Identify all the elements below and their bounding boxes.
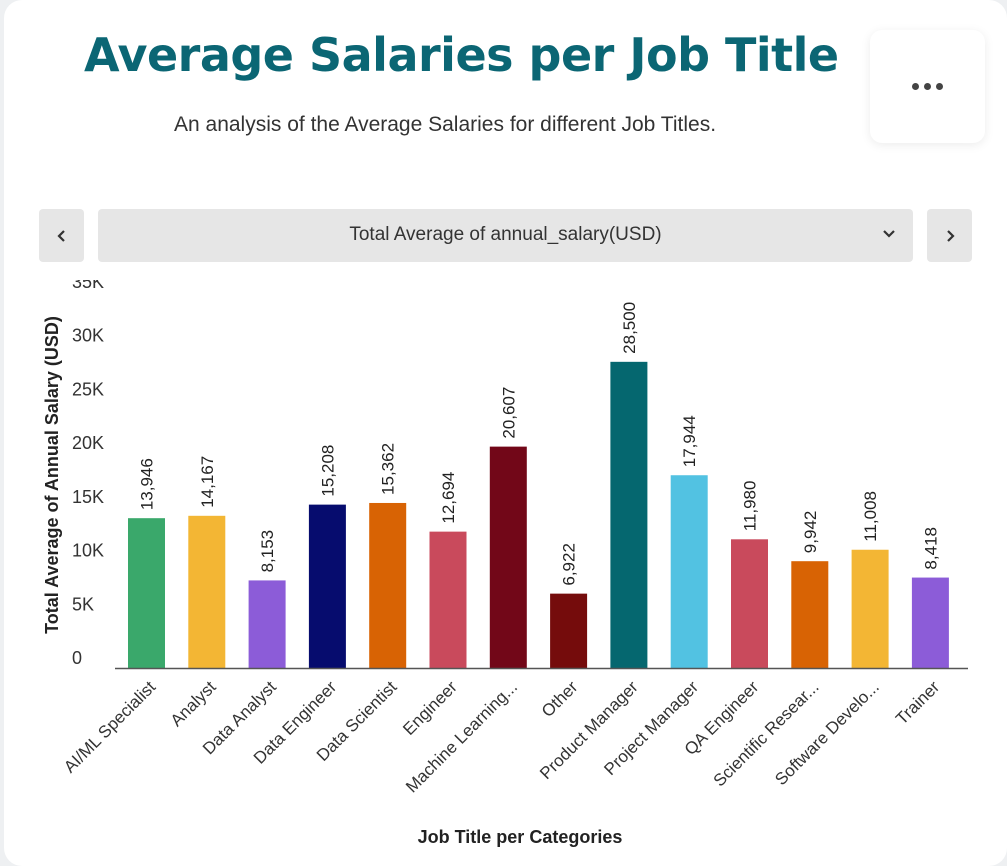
chevron-left-icon bbox=[56, 229, 65, 242]
x-tick-label: Machine Learning... bbox=[402, 677, 521, 796]
x-tick-label: Analyst bbox=[167, 677, 220, 730]
x-tick-label: Scientific Resear... bbox=[710, 677, 823, 790]
previous-measure-button[interactable] bbox=[39, 209, 84, 262]
bar bbox=[248, 580, 286, 668]
y-tick-label: 10K bbox=[72, 541, 104, 561]
bar bbox=[188, 515, 226, 668]
bar bbox=[731, 539, 768, 668]
measure-dropdown[interactable]: Total Average of annual_salary(USD) bbox=[98, 209, 913, 262]
bar bbox=[429, 531, 467, 668]
next-measure-button[interactable] bbox=[927, 209, 972, 262]
y-tick-label: 35K bbox=[72, 280, 104, 292]
bar bbox=[791, 561, 829, 668]
chevron-down-icon bbox=[883, 230, 895, 238]
x-tick-label: Engineer bbox=[399, 677, 461, 739]
x-tick-label: Trainer bbox=[892, 677, 943, 728]
bar-value-label: 15,362 bbox=[379, 443, 398, 495]
x-axis-title: Job Title per Categories bbox=[418, 827, 623, 847]
x-tick-label: AI/ML Specialist bbox=[60, 677, 159, 776]
bar bbox=[369, 502, 407, 668]
x-tick-label: Software Develo... bbox=[771, 677, 883, 789]
y-tick-label: 25K bbox=[72, 379, 104, 399]
bar-value-label: 17,944 bbox=[680, 415, 699, 467]
bar-chart: 0 5K 10K 15K 20K 25K 30K 35K 13,946 14,167 8,153 1… bbox=[42, 280, 968, 847]
bar-value-label: 28,500 bbox=[620, 302, 639, 354]
measure-dropdown-label: Total Average of annual_salary(USD) bbox=[349, 224, 662, 245]
y-tick-label: 15K bbox=[72, 487, 104, 507]
bar bbox=[128, 518, 165, 668]
bar-value-label: 8,153 bbox=[258, 530, 277, 573]
bar-value-label: 20,607 bbox=[499, 387, 518, 439]
bar bbox=[308, 504, 346, 668]
page-title: Average Salaries per Job Title bbox=[84, 28, 839, 82]
chart-card: Average Salaries per Job Title An analys… bbox=[4, 0, 1007, 866]
bar bbox=[610, 361, 648, 668]
more-horizontal-icon bbox=[912, 83, 943, 90]
bar bbox=[911, 577, 949, 668]
bar-value-label: 11,008 bbox=[861, 491, 880, 542]
bar-value-label: 6,922 bbox=[560, 543, 579, 586]
bar-value-label: 15,208 bbox=[318, 445, 337, 497]
more-options-button[interactable] bbox=[870, 30, 985, 143]
page-subtitle: An analysis of the Average Salaries for … bbox=[174, 113, 717, 136]
bar-value-label: 14,167 bbox=[198, 456, 217, 508]
bar-value-label: 9,942 bbox=[801, 511, 820, 554]
bar-value-label: 13,946 bbox=[138, 458, 157, 510]
bar-value-label: 8,418 bbox=[921, 527, 940, 570]
bar bbox=[550, 593, 588, 668]
bar bbox=[851, 549, 889, 668]
x-tick-label: Other bbox=[538, 677, 582, 721]
y-tick-label: 5K bbox=[72, 594, 94, 614]
bar-value-label: 12,694 bbox=[439, 472, 458, 524]
bar bbox=[489, 446, 527, 668]
bar bbox=[670, 475, 708, 668]
y-tick-label: 30K bbox=[72, 326, 104, 346]
chevron-right-icon bbox=[946, 229, 955, 242]
bar-value-label: 11,980 bbox=[741, 481, 760, 532]
y-tick-label: 20K bbox=[72, 433, 104, 453]
y-tick-label: 0 bbox=[72, 648, 82, 668]
y-axis-title: Total Average of Annual Salary (USD) bbox=[42, 316, 62, 634]
